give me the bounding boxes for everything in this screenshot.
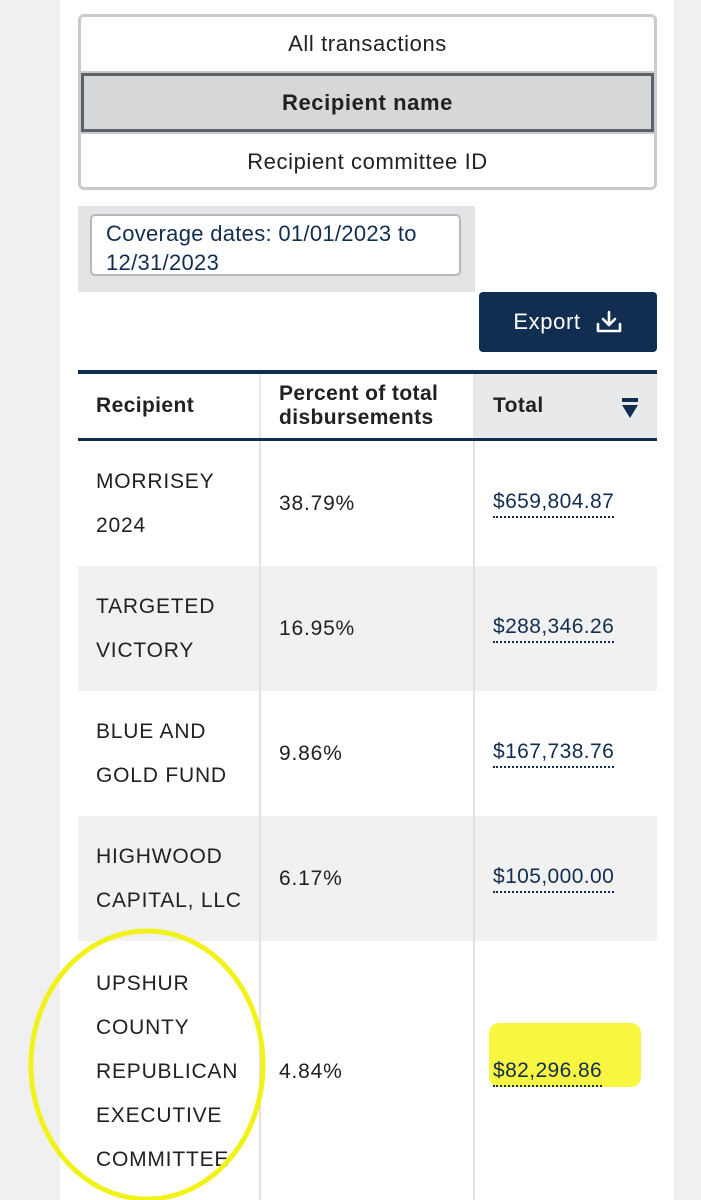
percent-value: 16.95% <box>259 566 473 691</box>
sort-descending-icon[interactable] <box>621 398 639 426</box>
header-total-label: Total <box>493 394 544 417</box>
tab-recipient-committee-id[interactable]: Recipient committee ID <box>81 132 654 187</box>
total-amount-link[interactable]: $288,346.26 <box>493 614 615 643</box>
header-total[interactable]: Total <box>473 374 657 438</box>
total-amount-link[interactable]: $659,804.87 <box>493 489 615 518</box>
disbursements-table: Recipient Percent of total disbursements… <box>78 370 657 1200</box>
tab-all-transactions[interactable]: All transactions <box>81 17 654 73</box>
percent-value: 6.17% <box>259 816 473 941</box>
export-label: Export <box>513 309 581 334</box>
table-header: Recipient Percent of total disbursements… <box>78 370 657 441</box>
table-row: HIGHWOOD CAPITAL, LLC 6.17% $105,000.00 <box>78 816 657 941</box>
total-amount-link[interactable]: $82,296.86 <box>493 1058 603 1087</box>
percent-value: 9.86% <box>259 691 473 816</box>
total-amount-link[interactable]: $105,000.00 <box>493 864 615 893</box>
table-row: TARGETED VICTORY 16.95% $288,346.26 <box>78 566 657 691</box>
total-cell: $659,804.87 <box>473 441 657 566</box>
view-tabs: All transactions Recipient name Recipien… <box>78 14 657 190</box>
recipient-name: MORRISEY 2024 <box>96 469 215 537</box>
recipient-name: BLUE AND GOLD FUND <box>96 719 227 787</box>
header-recipient[interactable]: Recipient <box>96 394 195 417</box>
total-amount-link[interactable]: $167,738.76 <box>493 739 615 768</box>
coverage-dates-area: Coverage dates: 01/01/2023 to 12/31/2023 <box>78 206 475 292</box>
total-cell: $167,738.76 <box>473 691 657 816</box>
total-cell: $105,000.00 <box>473 816 657 941</box>
total-cell: $288,346.26 <box>473 566 657 691</box>
recipient-name: UPSHUR COUNTY REPUBLICAN EXECUTIVE COMMI… <box>96 972 239 1171</box>
export-button[interactable]: Export <box>479 292 657 352</box>
table-row: UPSHUR COUNTY REPUBLICAN EXECUTIVE COMMI… <box>78 941 657 1200</box>
coverage-dates-tag: Coverage dates: 01/01/2023 to 12/31/2023 <box>90 214 461 276</box>
table-row: BLUE AND GOLD FUND 9.86% $167,738.76 <box>78 691 657 816</box>
total-cell: $82,296.86 <box>473 941 657 1200</box>
percent-value: 4.84% <box>259 941 473 1200</box>
download-icon <box>595 310 623 334</box>
recipient-name: HIGHWOOD CAPITAL, LLC <box>96 844 242 912</box>
table-row: MORRISEY 2024 38.79% $659,804.87 <box>78 441 657 566</box>
percent-value: 38.79% <box>259 441 473 566</box>
yellow-highlight-mark <box>489 1023 641 1087</box>
recipient-name: TARGETED VICTORY <box>96 594 216 662</box>
tab-recipient-name[interactable]: Recipient name <box>81 73 654 132</box>
header-percent[interactable]: Percent of total disbursements <box>259 374 473 438</box>
